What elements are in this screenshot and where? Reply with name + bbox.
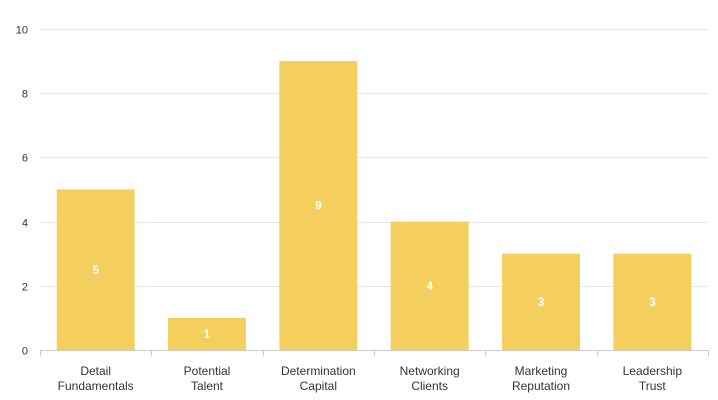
bar[interactable] xyxy=(56,189,135,351)
data-label: 3 xyxy=(538,295,545,309)
y-tick-label: 6 xyxy=(22,153,28,165)
data-label: 1 xyxy=(204,327,211,341)
category-label: Talent xyxy=(191,379,224,393)
category-label: Fundamentals xyxy=(58,379,134,393)
category-label: Capital xyxy=(300,379,337,393)
category-label: Trust xyxy=(639,379,667,393)
category-label: Marketing xyxy=(515,364,568,378)
bar[interactable] xyxy=(279,61,358,350)
y-tick-label: 10 xyxy=(16,25,28,37)
y-tick-label: 2 xyxy=(22,282,28,294)
category-label: Reputation xyxy=(512,379,570,393)
bar[interactable] xyxy=(502,253,580,350)
category-label: Clients xyxy=(411,379,448,393)
data-label: 5 xyxy=(92,263,99,277)
y-tick-label: 8 xyxy=(22,89,28,101)
data-label: 9 xyxy=(315,199,322,213)
category-label: Potential xyxy=(184,364,231,378)
y-tick-label: 0 xyxy=(22,346,28,358)
axes xyxy=(40,350,709,356)
data-label: 3 xyxy=(649,295,656,309)
bar[interactable] xyxy=(168,317,246,350)
category-label: Determination xyxy=(281,364,356,378)
category-label: Networking xyxy=(400,364,460,378)
gridlines xyxy=(40,29,708,287)
bars xyxy=(56,61,692,351)
bar[interactable] xyxy=(613,253,692,350)
category-label: Leadership xyxy=(623,364,683,378)
data-label: 4 xyxy=(426,279,433,293)
bar[interactable] xyxy=(390,221,469,350)
category-label: Detail xyxy=(80,364,111,378)
y-tick-label: 4 xyxy=(22,218,28,230)
